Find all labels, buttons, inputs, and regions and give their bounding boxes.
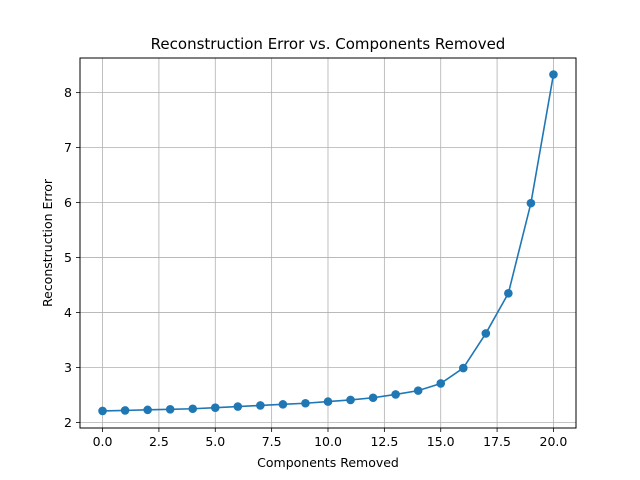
data-point (436, 379, 446, 388)
data-point (323, 397, 333, 406)
series-layer (98, 70, 558, 416)
y-tick-label: 6 (64, 195, 72, 210)
y-tick-label: 7 (64, 140, 72, 155)
data-point (413, 386, 423, 395)
data-point (346, 395, 355, 405)
x-tick-label: 12.5 (370, 434, 398, 449)
y-tick-label: 3 (64, 360, 72, 375)
x-tick-label: 2.5 (149, 434, 169, 449)
y-tick-label: 4 (64, 305, 72, 320)
y-axis-ticks: 2 3 4 5 6 7 8 (64, 85, 80, 430)
x-tick-label: 17.5 (483, 434, 511, 449)
data-point (120, 406, 130, 415)
chart-title: Reconstruction Error vs. Components Remo… (151, 35, 506, 53)
data-point (278, 400, 288, 409)
y-tick-label: 2 (64, 415, 72, 430)
data-point (549, 70, 558, 79)
x-tick-label: 15.0 (427, 434, 455, 449)
x-tick-label: 7.5 (262, 434, 282, 449)
data-point (233, 402, 243, 411)
data-point (210, 403, 220, 412)
data-point (368, 393, 378, 403)
data-point (143, 405, 152, 415)
x-tick-label: 0.0 (93, 434, 113, 449)
x-tick-label: 20.0 (540, 434, 568, 449)
x-axis-label: Components Removed (257, 455, 399, 470)
y-axis-label: Reconstruction Error (40, 178, 55, 307)
y-tick-label: 5 (64, 250, 72, 265)
x-axis-ticks: 0.0 2.5 5.0 7.5 10.0 12.5 15.0 17.5 20.0 (93, 428, 568, 449)
data-point (391, 390, 400, 399)
data-point (301, 398, 310, 408)
data-point (481, 329, 491, 338)
y-tick-label: 8 (64, 85, 72, 100)
data-point (256, 401, 265, 410)
data-point (165, 405, 175, 414)
data-point (188, 404, 198, 414)
data-point (526, 198, 536, 208)
data-point (458, 363, 468, 373)
data-point (504, 289, 513, 298)
x-tick-label: 5.0 (205, 434, 225, 449)
grid-lines (80, 58, 576, 428)
x-tick-label: 10.0 (314, 434, 342, 449)
data-point (98, 406, 107, 416)
